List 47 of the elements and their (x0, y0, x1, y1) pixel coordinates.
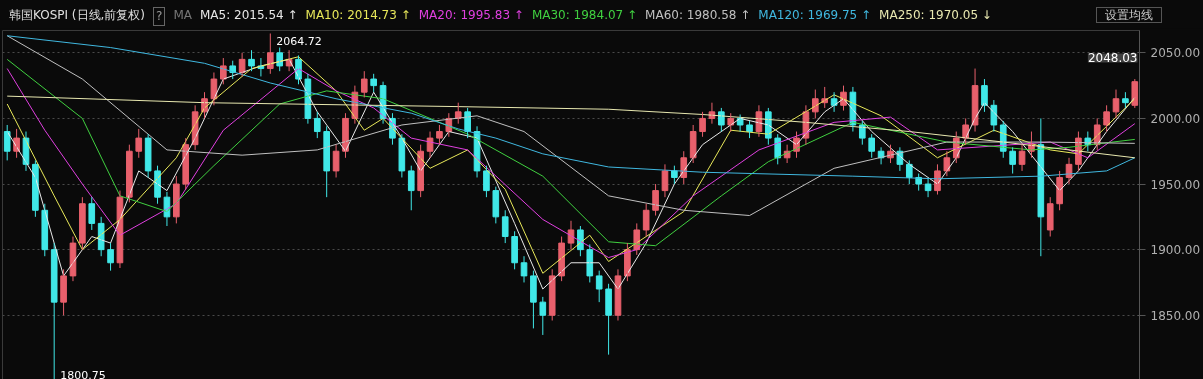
candlestick (699, 111, 706, 138)
y-tick-label: 2000.00 (1150, 111, 1201, 126)
chart-title: 韩国KOSPI (日线,前复权) (9, 7, 146, 24)
text: MA10: 2014.73 ↑ (305, 7, 411, 24)
annotation: 2064.72 (276, 35, 322, 49)
candlestick (530, 270, 537, 329)
candlestick (539, 296, 547, 336)
candlestick (746, 120, 753, 139)
candlestick (370, 73, 377, 93)
candlestick (60, 268, 67, 316)
y-tick-label: 1850.00 (1150, 308, 1201, 323)
candlestick (1122, 91, 1129, 109)
annotation: 2048.03 (1087, 51, 1138, 66)
text: MA120: 1969.75 ↑ (758, 7, 872, 24)
candlestick (511, 230, 518, 270)
candlestick (248, 49, 255, 72)
candlestick (135, 128, 143, 159)
annotation: 1800.75 (60, 368, 106, 379)
candlestick (492, 186, 500, 224)
candlestick (313, 111, 321, 139)
line-series (6, 35, 1136, 217)
text: 设置均线 (1096, 7, 1162, 23)
text: MA (173, 7, 192, 24)
candlestick (107, 242, 114, 272)
text: MA5: 2015.54 ↑ (199, 7, 298, 24)
y-tick-label: 1900.00 (1150, 243, 1201, 258)
candlestick (868, 133, 876, 159)
text: ? (153, 7, 166, 27)
candlestick (1046, 196, 1054, 238)
candlestick (1009, 146, 1016, 175)
text: MA250: 1970.05 ↓ (879, 7, 992, 24)
text: MA60: 1980.58 ↑ (645, 7, 751, 24)
candlestick (407, 165, 415, 211)
candlestick (436, 124, 443, 146)
text: MA30: 1984.07 ↑ (531, 7, 638, 24)
y-tick-label: 2050.00 (1150, 46, 1201, 61)
line-series (6, 95, 1136, 159)
candlestick (642, 203, 650, 238)
candlestick (360, 70, 368, 98)
candlestick (605, 283, 612, 356)
candlestick (595, 270, 603, 303)
candlestick (79, 196, 86, 251)
y-tick-label: 1950.00 (1150, 177, 1201, 192)
candlestick (88, 196, 96, 231)
text: MA20: 1995.83 ↑ (418, 7, 524, 24)
candlestick (1103, 104, 1110, 133)
candlestick (501, 209, 509, 244)
